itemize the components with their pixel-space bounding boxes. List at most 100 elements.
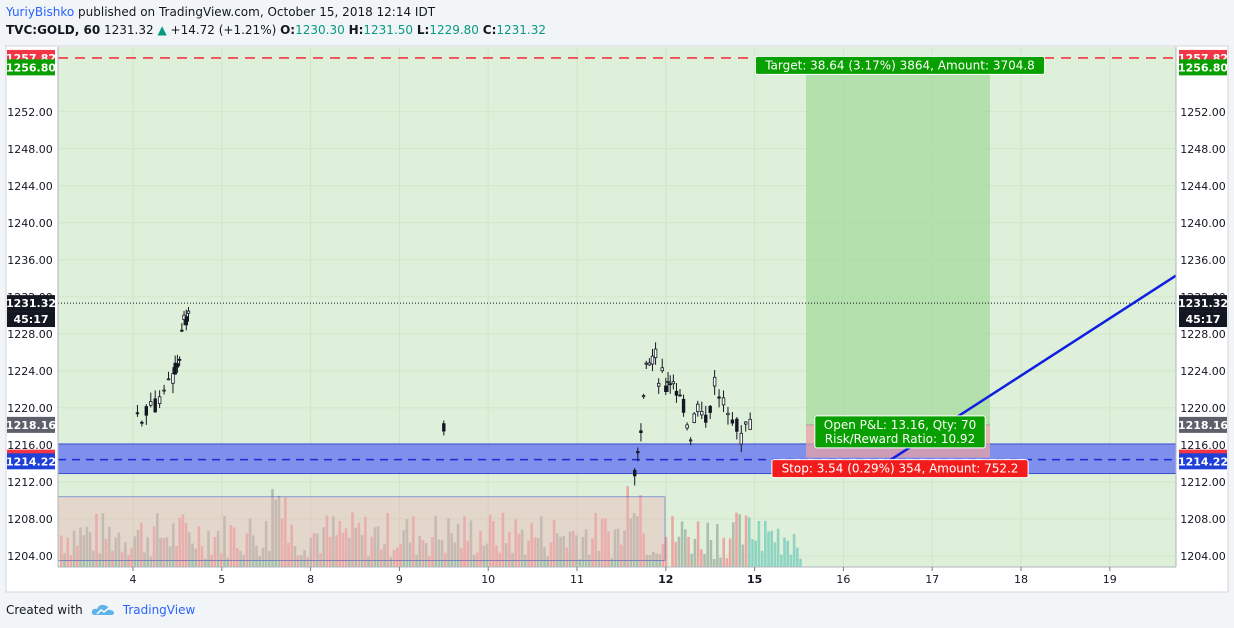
volume-bar	[178, 517, 181, 567]
tradingview-link[interactable]: TradingView	[122, 603, 196, 617]
long-position-tool[interactable]	[806, 67, 990, 458]
candle-body	[748, 418, 752, 430]
volume-profile-box	[57, 496, 666, 562]
candle-body	[674, 390, 679, 396]
candle-body	[144, 406, 149, 416]
volume-bar	[325, 515, 329, 567]
left-price-axis[interactable]: 1204.00 1208.00 1212.00 1216.00 1220.00 1224.…	[6, 49, 56, 563]
volume-bar	[607, 531, 610, 567]
volume-bar	[623, 530, 626, 567]
volume-bar	[175, 546, 178, 567]
x-tick-label: 15	[747, 573, 762, 586]
volume-bar	[418, 535, 421, 567]
volume-bar	[453, 542, 457, 567]
volume-bar	[517, 533, 521, 567]
stop-label-bg	[771, 459, 1029, 479]
volume-bar	[255, 545, 258, 567]
volume-bar	[600, 518, 604, 567]
right-price-tag: 45:17	[1185, 313, 1220, 326]
volume-bar	[108, 526, 111, 567]
close-value: 1231.32	[496, 23, 546, 37]
volume-bar	[437, 539, 441, 567]
volume-bar	[671, 516, 674, 567]
volume-bar	[248, 518, 252, 567]
created-with-label: Created with	[6, 603, 83, 617]
volume-bar	[456, 523, 460, 567]
volume-bar	[338, 521, 341, 567]
author-link[interactable]: YuriyBishko	[6, 5, 75, 19]
volume-bar	[261, 547, 265, 567]
volume-bar	[300, 555, 303, 567]
last-price: 1231.32	[104, 23, 154, 37]
right-price-tag-bg	[1179, 416, 1227, 433]
y-tick-label: 1236.00	[7, 254, 53, 267]
high-label: H:	[348, 23, 364, 37]
pnl-label-bg	[814, 415, 986, 449]
volume-bar	[479, 530, 482, 567]
candle-body	[708, 405, 712, 413]
volume-bar	[536, 537, 540, 567]
volume-bar	[591, 538, 594, 567]
volume-bar	[316, 533, 319, 567]
volume-bar	[527, 540, 530, 567]
candle-body	[442, 423, 446, 432]
volume-bar	[367, 556, 370, 567]
volume-bar	[284, 497, 287, 567]
candle-body	[135, 412, 140, 415]
volume-bar	[216, 530, 220, 567]
x-tick-label: 4	[130, 573, 137, 586]
y-tick-label: 1204.00	[7, 550, 53, 563]
volume-bar	[408, 542, 412, 567]
right-price-axis[interactable]: 1204.00 1208.00 1212.00 1216.00 1220.00 1224.…	[1178, 49, 1228, 563]
publish-line: YuriyBishko published on TradingView.com…	[6, 3, 546, 21]
volume-bar	[524, 554, 527, 567]
left-price-tag: 45:17	[13, 313, 48, 326]
right-price-tag-bg	[1179, 453, 1227, 470]
y-tick-label: 1228.00	[7, 328, 53, 341]
volume-bar	[258, 555, 261, 567]
volume-bar	[124, 542, 127, 567]
volume-bar	[66, 537, 69, 567]
volume-bar	[335, 535, 338, 567]
right-price-tag: 1256.80	[1178, 61, 1228, 74]
volume-bar	[690, 553, 693, 567]
volume-bar	[450, 533, 453, 567]
candle-body	[186, 310, 191, 314]
volume-bar	[354, 527, 357, 567]
volume-bar	[744, 515, 748, 567]
volume-bar	[504, 542, 508, 567]
volume-bar	[127, 555, 130, 567]
volume-bar	[639, 495, 642, 567]
left-price-tag: 1218.16	[6, 419, 56, 432]
volume-bar	[341, 532, 345, 567]
footer: Created with TradingView	[6, 602, 195, 618]
volume-bar	[706, 522, 709, 567]
x-tick-label: 19	[1103, 573, 1117, 586]
candle-body	[712, 376, 717, 387]
volume-bar	[396, 547, 399, 567]
plot-area[interactable]	[58, 47, 1176, 567]
volume-bar	[200, 546, 204, 567]
volume-bar	[661, 544, 665, 567]
candle-body	[730, 419, 735, 424]
candle-body	[650, 355, 655, 365]
time-axis[interactable]: 4 5 8 9 10 11 12 15 16 17 18 19	[57, 47, 1177, 586]
pnl-label: Risk/Reward Ratio: 10.92	[825, 432, 975, 446]
volume-bar	[741, 544, 745, 567]
volume-bar	[597, 550, 601, 567]
symbol-label[interactable]: TVC:GOLD, 60	[6, 23, 101, 37]
volume-bar	[120, 551, 124, 567]
volume-bar	[719, 557, 722, 567]
volume-bar	[136, 530, 140, 567]
volume-bar	[732, 522, 735, 567]
candle-body	[157, 396, 162, 405]
volume-bar	[165, 537, 169, 567]
volume-bar	[460, 547, 463, 567]
y-tick-label: 1248.00	[1180, 143, 1226, 156]
close-label: C:	[482, 23, 497, 37]
candle-body	[660, 367, 664, 372]
volume-bar	[780, 554, 783, 567]
volume-bar	[268, 551, 271, 567]
volume-bar	[428, 556, 431, 567]
